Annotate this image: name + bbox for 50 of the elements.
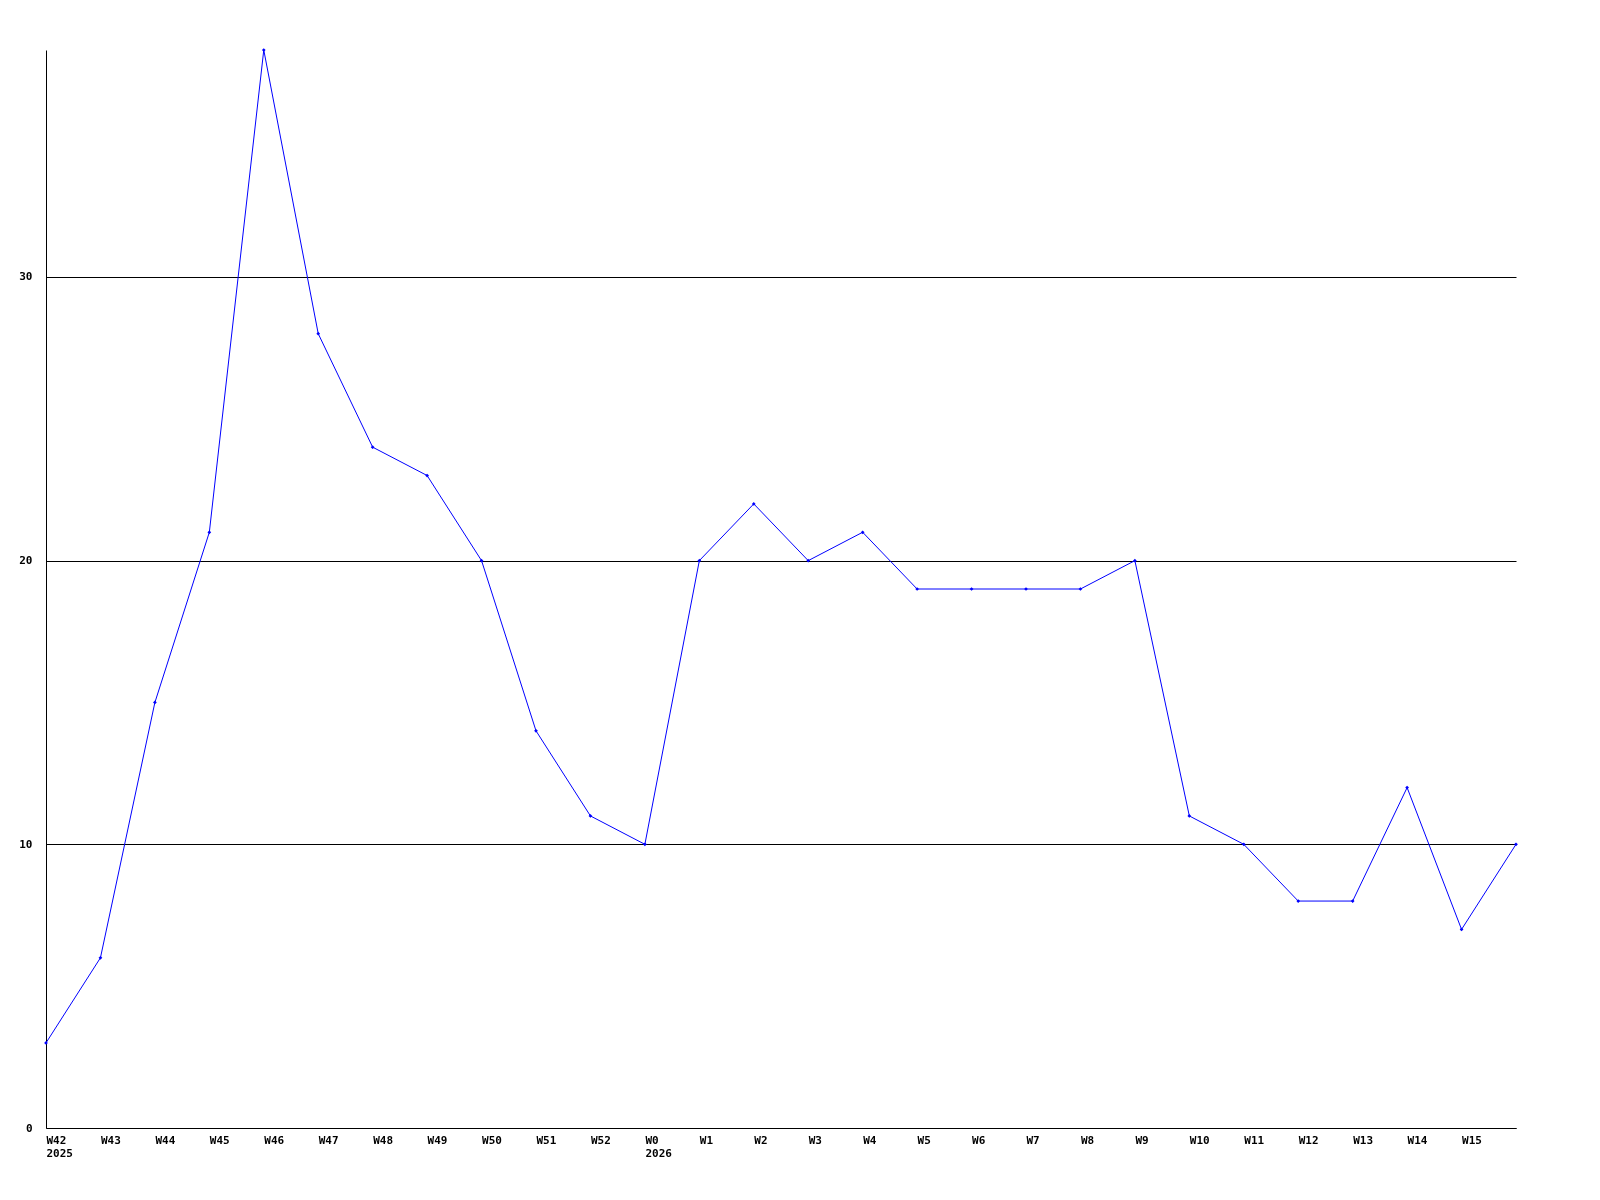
x-tick-label: W48 [373, 1133, 394, 1147]
y-tick-label: 30 [19, 270, 33, 284]
point [1514, 842, 1518, 847]
x-tick-label: W10 [1189, 1133, 1210, 1147]
x-tick-label: W49 [427, 1133, 448, 1147]
point [98, 955, 103, 960]
x-tick-label: W45 [209, 1133, 230, 1147]
x-tick-label: W0 2026 [645, 1133, 673, 1160]
y-tick-label: 20 [19, 554, 33, 568]
x-tick-label: W8 [1080, 1133, 1095, 1147]
x-tick-label: W12 [1298, 1133, 1319, 1147]
x-tick-label: W46 [264, 1133, 285, 1147]
y-tick-label: 0 [25, 1121, 33, 1135]
line-series [44, 48, 1518, 1045]
point [1405, 785, 1409, 790]
x-tick-label: W47 [318, 1133, 339, 1147]
x-tick-label: W42 2025 [46, 1133, 73, 1160]
point [806, 558, 811, 563]
point [969, 587, 974, 591]
point [370, 445, 375, 450]
point [1350, 899, 1355, 903]
x-tick-label: W43 [100, 1133, 121, 1147]
x-tick-label: W15 [1462, 1133, 1482, 1147]
x-tick-label: W13 [1353, 1133, 1374, 1147]
point [1078, 587, 1083, 591]
point [751, 502, 756, 506]
point [1133, 558, 1137, 563]
y-tick-label: 10 [19, 837, 33, 851]
x-tick-label: W51 [536, 1133, 557, 1147]
x-tick-label: W4 [863, 1133, 877, 1147]
point [425, 473, 429, 478]
point [534, 728, 538, 733]
x-tick-label: W50 [482, 1133, 502, 1147]
x-tick-label: W14 [1407, 1133, 1428, 1147]
x-tick-label: W52 [590, 1133, 611, 1147]
x-tick-label: W2 [754, 1133, 768, 1147]
x-tick-label: W11 [1244, 1133, 1265, 1147]
point [588, 814, 593, 818]
x-tick-label: W5 [917, 1133, 931, 1147]
x-tick-label: W3 [808, 1133, 822, 1147]
x-tick-label: W1 [699, 1133, 714, 1147]
point [153, 700, 157, 705]
point [1296, 899, 1301, 903]
x-tick-label: W7 [1026, 1133, 1040, 1147]
x-tick-label: W6 [972, 1133, 986, 1147]
x-tick-label: W9 [1135, 1133, 1149, 1147]
point [261, 48, 266, 52]
point [643, 842, 647, 847]
x-tick-label: W44 [155, 1133, 176, 1147]
point [1187, 814, 1192, 818]
